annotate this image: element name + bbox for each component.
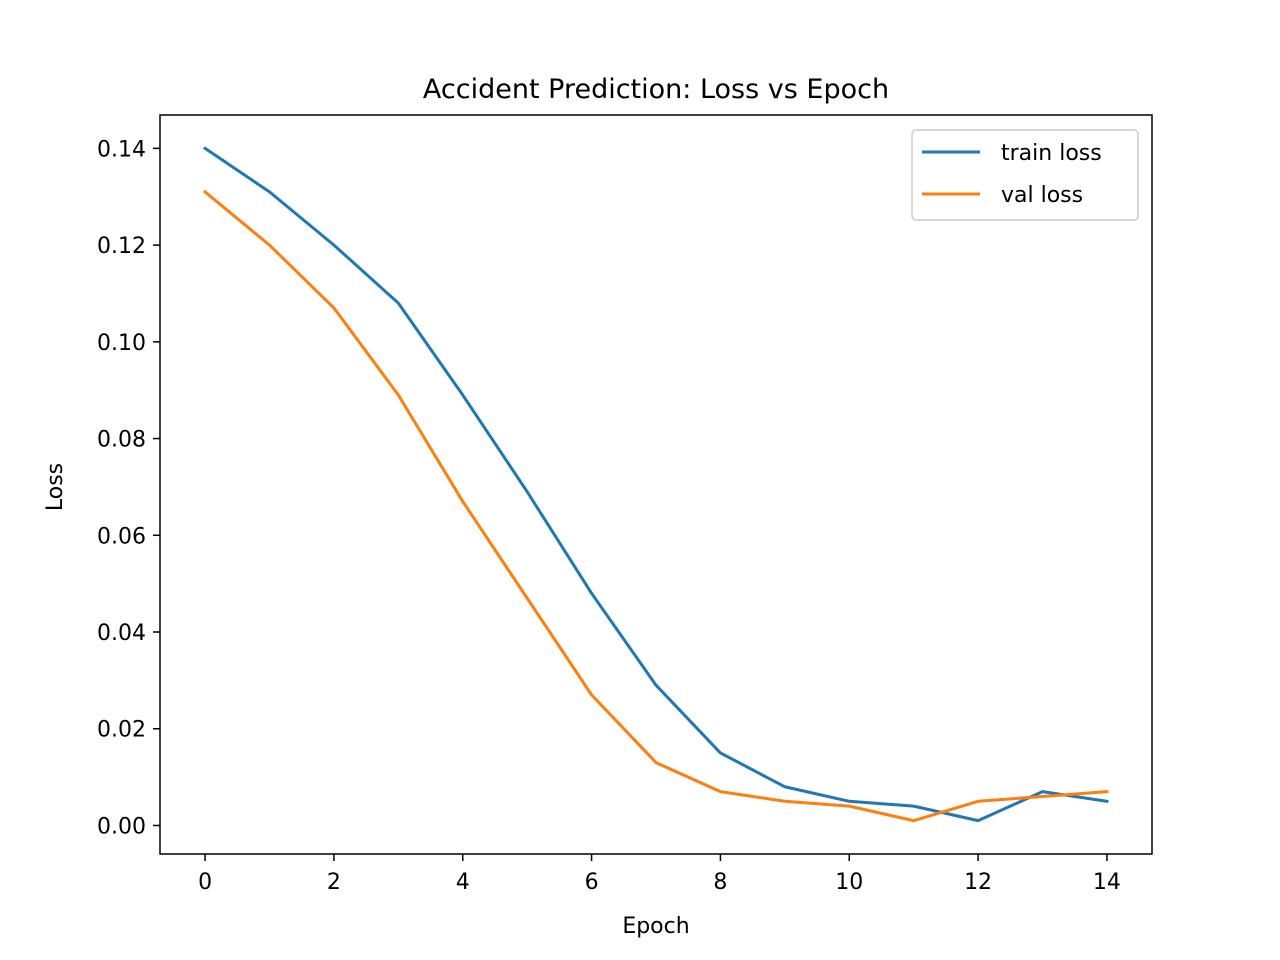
- series-line-val-loss: [202, 189, 1109, 823]
- chart-title: Accident Prediction: Loss vs Epoch: [423, 74, 889, 105]
- series-line-train-loss: [203, 146, 1109, 823]
- x-tick-label: 12: [964, 870, 992, 895]
- x-tick-label: 4: [456, 870, 470, 895]
- plot-frame: [159, 114, 1153, 855]
- y-tick-label: 0.04: [97, 621, 146, 646]
- legend-label: train loss: [1001, 141, 1102, 166]
- y-axis-label: Loss: [43, 463, 68, 511]
- x-tick-label: 0: [198, 870, 212, 895]
- y-tick-label: 0.10: [97, 331, 146, 356]
- series-layer: [202, 146, 1109, 823]
- y-tick-label: 0.00: [97, 814, 146, 839]
- x-tick-label: 2: [327, 870, 341, 895]
- y-tick-label: 0.06: [97, 524, 146, 549]
- y-tick-label: 0.02: [97, 718, 146, 743]
- x-tick-label: 8: [713, 870, 727, 895]
- legend-label: val loss: [1001, 183, 1083, 208]
- legend: train loss val loss: [911, 129, 1139, 221]
- x-axis-label: Epoch: [622, 914, 689, 939]
- x-axis: 0 2 4 6 8 10 12 14: [198, 854, 1121, 895]
- y-tick-label: 0.08: [97, 428, 146, 453]
- y-tick-label: 0.12: [97, 234, 146, 259]
- x-tick-label: 10: [835, 870, 863, 895]
- y-axis: 0.00 0.02 0.04 0.06 0.08 0.10 0.12 0.14: [97, 137, 160, 839]
- x-tick-label: 14: [1093, 870, 1121, 895]
- x-tick-label: 6: [585, 870, 599, 895]
- y-tick-label: 0.14: [97, 137, 146, 162]
